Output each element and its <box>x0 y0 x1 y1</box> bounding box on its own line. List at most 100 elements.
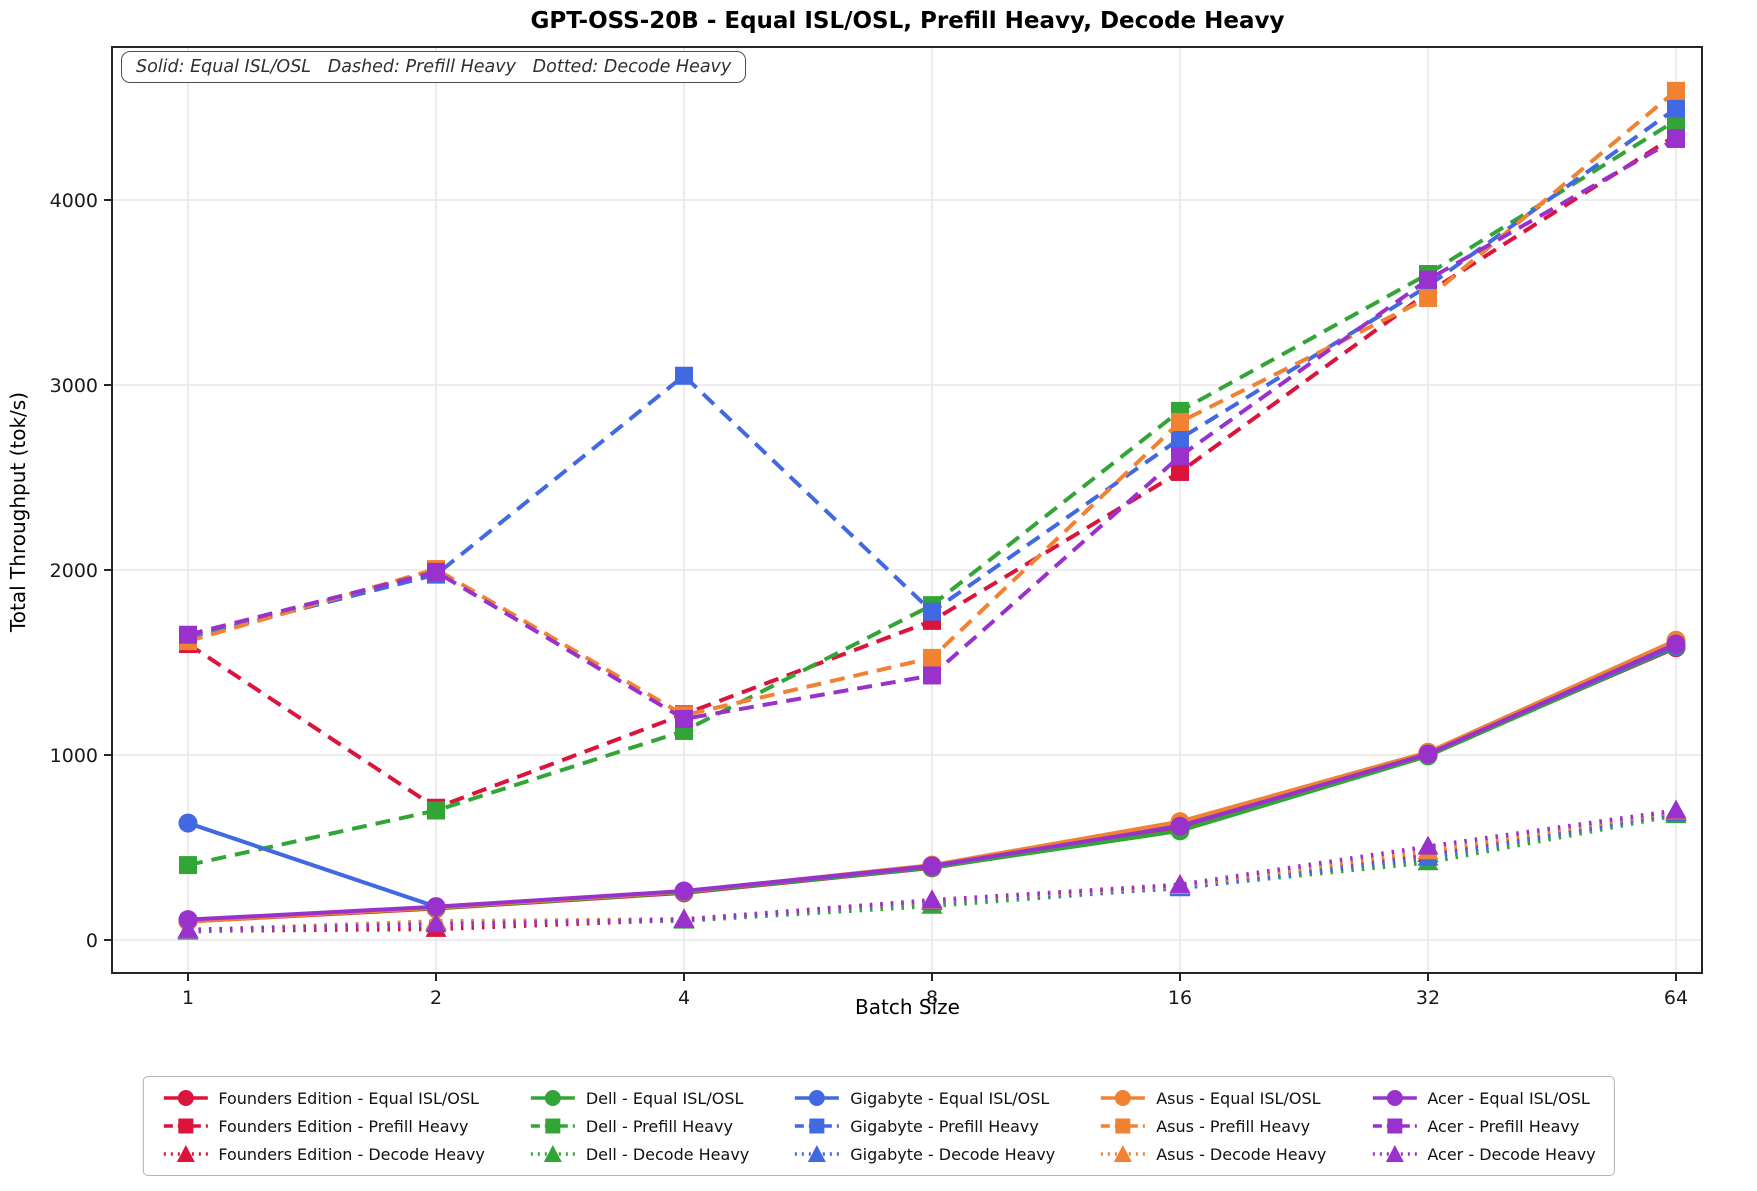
marker-triangle <box>425 913 447 933</box>
legend-square <box>809 1118 825 1134</box>
marker-square <box>427 801 445 820</box>
y-tick-label: 4000 <box>50 190 98 212</box>
y-tick-label: 3000 <box>50 375 98 397</box>
legend-marker-square <box>1101 1118 1146 1134</box>
marker-square <box>179 856 197 875</box>
marker-square <box>1171 447 1189 466</box>
legend-label: Dell - Equal ISL/OSL <box>585 1088 744 1108</box>
legend-marker-circle <box>1101 1090 1146 1106</box>
legend-triangle <box>176 1145 195 1162</box>
marker-square <box>675 709 693 728</box>
marker-triangle <box>1169 873 1191 893</box>
plot-area: 1 2 4 8 16 32 64 0 1000 2000 3000 4000 <box>50 46 1703 1009</box>
marker-circle <box>1666 634 1686 654</box>
marker-triangle <box>921 889 943 909</box>
legend-label: Gigabyte - Equal ISL/OSL <box>850 1088 1050 1108</box>
legend-marker-square <box>795 1118 840 1134</box>
marker-circle <box>922 856 942 876</box>
legend-label: Asus - Prefill Heavy <box>1156 1116 1311 1136</box>
legend: Founders Edition - Equal ISL/OSL Founders… <box>142 1076 1615 1176</box>
marker-square <box>1667 99 1685 118</box>
marker-triangle <box>1665 799 1687 819</box>
marker-square <box>427 562 445 581</box>
legend-marker-triangle <box>530 1145 575 1162</box>
legend-item: Founders Edition - Decode Heavy <box>161 1141 485 1167</box>
marker-triangle <box>673 908 695 928</box>
x-tick-label: 2 <box>430 987 442 1009</box>
marker-circle <box>674 881 694 901</box>
marker-square <box>675 366 693 385</box>
legend-marker-square <box>1372 1118 1417 1134</box>
chart-title: GPT-OSS-20B - Equal ISL/OSL, Prefill Hea… <box>530 8 1285 34</box>
y-axis-label: Total Throughput (tok/s) <box>6 391 30 633</box>
legend-circle <box>544 1090 561 1106</box>
x-tick-label: 1 <box>182 987 194 1009</box>
marker-square <box>1171 429 1189 448</box>
legend-label: Acer - Equal ISL/OSL <box>1427 1088 1590 1108</box>
legend-item: Dell - Equal ISL/OSL <box>529 1085 749 1111</box>
marker-circle <box>426 897 446 917</box>
legend-marker-circle <box>795 1090 840 1106</box>
plot-background <box>112 47 1702 973</box>
x-tick-label: 8 <box>926 987 938 1009</box>
legend-square <box>1115 1118 1131 1134</box>
legend-item: Asus - Equal ISL/OSL <box>1099 1085 1326 1111</box>
legend-marker-square <box>530 1118 575 1134</box>
marker-square <box>923 666 941 685</box>
marker-square <box>1171 462 1189 481</box>
legend-triangle <box>808 1145 827 1162</box>
marker-square <box>1419 289 1437 308</box>
marker-square <box>179 625 197 644</box>
marker-square <box>923 648 941 667</box>
legend-circle <box>809 1090 826 1106</box>
legend-item: Asus - Decode Heavy <box>1099 1141 1326 1167</box>
legend-label: Gigabyte - Prefill Heavy <box>850 1116 1039 1136</box>
legend-triangle <box>1385 1145 1404 1162</box>
legend-marker-triangle <box>795 1145 840 1162</box>
legend-square <box>1386 1118 1402 1134</box>
legend-item: Acer - Equal ISL/OSL <box>1370 1085 1595 1111</box>
legend-label: Gigabyte - Decode Heavy <box>850 1144 1056 1164</box>
legend-triangle <box>1114 1145 1133 1162</box>
legend-circle <box>177 1090 194 1106</box>
marker-triangle <box>177 918 199 938</box>
x-tick-label: 64 <box>1664 987 1688 1009</box>
legend-item: Dell - Decode Heavy <box>529 1141 749 1167</box>
legend-square <box>545 1118 561 1134</box>
legend-marker-square <box>163 1118 208 1134</box>
legend-item: Gigabyte - Decode Heavy <box>793 1141 1055 1167</box>
legend-label: Acer - Prefill Heavy <box>1427 1116 1580 1136</box>
legend-item: Acer - Decode Heavy <box>1370 1141 1596 1167</box>
legend-item: Founders Edition - Equal ISL/OSL <box>161 1085 484 1111</box>
linestyle-annotation: Solid: Equal ISL/OSL Dashed: Prefill Hea… <box>121 51 747 83</box>
marker-square <box>923 602 941 621</box>
legend-marker-circle <box>530 1090 575 1106</box>
legend-label: Asus - Equal ISL/OSL <box>1156 1088 1321 1108</box>
marker-triangle <box>1417 835 1439 855</box>
legend-label: Dell - Decode Heavy <box>585 1144 750 1164</box>
legend-triangle <box>543 1145 562 1162</box>
x-axis-label: Batch Size <box>855 995 960 1019</box>
legend-label: Founders Edition - Equal ISL/OSL <box>218 1088 479 1108</box>
legend-column: Acer - Equal ISL/OSL Acer - Prefill Heavy… <box>1370 1085 1596 1167</box>
legend-marker-circle <box>1372 1090 1417 1106</box>
legend-square <box>177 1118 193 1134</box>
legend-item: Acer - Prefill Heavy <box>1370 1113 1595 1139</box>
marker-circle <box>1170 816 1190 836</box>
marker-circle <box>178 813 198 833</box>
plot-border <box>111 46 1703 974</box>
legend-column: Gigabyte - Equal ISL/OSL Gigabyte - Prefi… <box>793 1085 1055 1167</box>
legend-circle <box>1386 1090 1403 1106</box>
legend-item: Dell - Prefill Heavy <box>529 1113 749 1139</box>
legend-marker-triangle <box>1372 1145 1417 1162</box>
legend-item: Gigabyte - Equal ISL/OSL <box>793 1085 1055 1111</box>
x-tick-label: 16 <box>1168 987 1192 1009</box>
legend-column: Dell - Equal ISL/OSL Dell - Prefill Heavy… <box>529 1085 749 1167</box>
marker-square <box>1667 81 1685 100</box>
legend-item: Asus - Prefill Heavy <box>1099 1113 1326 1139</box>
legend-column: Asus - Equal ISL/OSL Asus - Prefill Heavy… <box>1099 1085 1326 1167</box>
legend-label: Founders Edition - Decode Heavy <box>218 1144 485 1164</box>
legend-label: Founders Edition - Prefill Heavy <box>218 1116 469 1136</box>
legend-label: Acer - Decode Heavy <box>1427 1144 1596 1164</box>
